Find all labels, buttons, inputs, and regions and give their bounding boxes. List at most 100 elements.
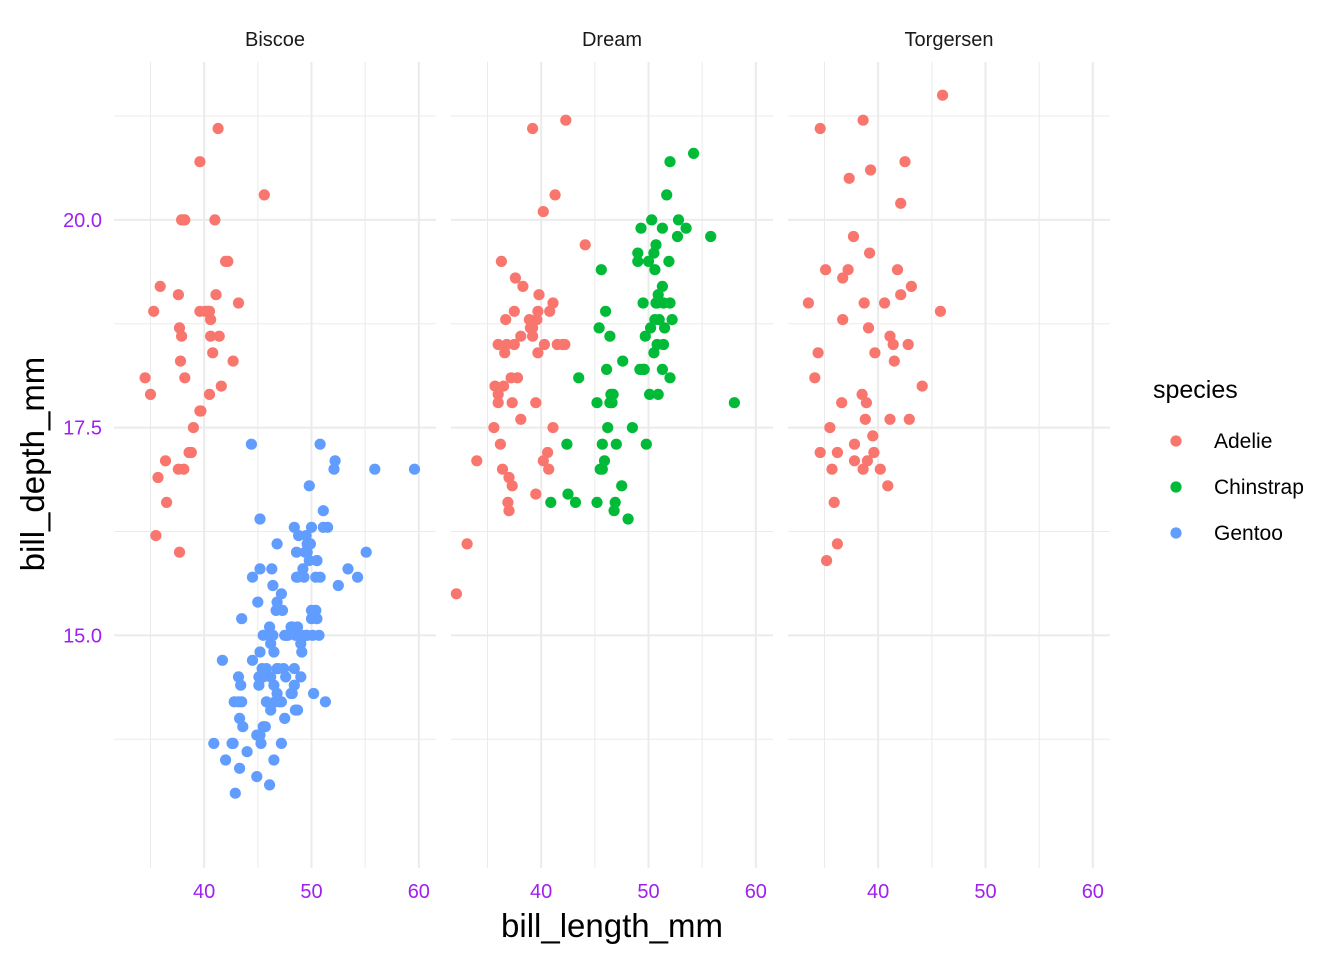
data-point-chinstrap (602, 422, 614, 434)
data-point-chinstrap (607, 388, 619, 400)
x-tick-label: 60 (1082, 881, 1104, 903)
data-point-adelie (859, 413, 871, 425)
data-point-chinstrap (626, 422, 639, 434)
data-point-adelie (488, 422, 500, 434)
data-point-adelie (178, 463, 190, 475)
data-point-gentoo (246, 571, 259, 583)
data-point-chinstrap (644, 388, 656, 400)
data-point-adelie (856, 388, 868, 400)
data-point-adelie (537, 455, 549, 467)
facet-strip-label: Biscoe (245, 29, 305, 51)
data-point-chinstrap (600, 305, 612, 317)
data-point-gentoo (266, 563, 278, 575)
data-point-adelie (836, 397, 848, 409)
data-point-adelie (884, 413, 896, 425)
data-point-gentoo (310, 604, 322, 617)
data-point-adelie (916, 380, 928, 392)
facet-panels: Biscoe 40 50 60 Dream 40 50 60 Torgersen 40 50 60 (114, 29, 1110, 903)
data-point-adelie (848, 455, 861, 467)
legend-item-chinstrap: Chinstrap (1170, 476, 1304, 499)
data-point-adelie (508, 305, 520, 317)
data-point-adelie (802, 297, 815, 309)
data-point-adelie (523, 314, 536, 326)
data-point-adelie (537, 206, 549, 218)
data-point-chinstrap (646, 214, 658, 226)
legend-items: Adelie Chinstrap Gentoo (1170, 430, 1304, 545)
data-point-gentoo (237, 721, 249, 733)
data-point-gentoo (329, 455, 341, 467)
data-point-chinstrap (671, 230, 684, 243)
data-point-chinstrap (632, 255, 644, 267)
legend-key-adelie (1170, 435, 1182, 447)
y-axis: 15.0 17.5 20.0 (63, 210, 102, 647)
legend-item-gentoo: Gentoo (1170, 522, 1283, 545)
data-point-gentoo (290, 546, 303, 558)
data-point-chinstrap (650, 297, 662, 309)
data-point-gentoo (328, 463, 340, 475)
data-point-gentoo (304, 538, 316, 550)
data-point-adelie (461, 538, 473, 550)
data-point-adelie (232, 297, 245, 309)
y-tick-label: 15.0 (63, 625, 102, 647)
data-point-adelie (498, 380, 510, 392)
data-point-chinstrap (688, 147, 700, 159)
data-point-chinstrap (642, 255, 655, 267)
data-point-chinstrap (573, 372, 585, 384)
data-point-adelie (888, 355, 900, 367)
data-point-chinstrap (561, 438, 573, 450)
data-point-gentoo (268, 646, 280, 658)
data-point-adelie (511, 372, 524, 384)
y-tick-label: 20.0 (63, 210, 102, 232)
data-point-gentoo (220, 754, 232, 766)
data-point-gentoo (279, 712, 291, 725)
data-point-gentoo (236, 696, 248, 708)
data-point-adelie (864, 247, 876, 259)
data-point-adelie (150, 530, 162, 542)
data-point-adelie (557, 338, 569, 351)
data-point-adelie (857, 463, 869, 475)
data-point-chinstrap (617, 355, 629, 367)
data-point-adelie (494, 438, 506, 450)
data-point-adelie (179, 214, 191, 226)
data-point-gentoo (408, 463, 421, 475)
data-point-gentoo (275, 696, 287, 708)
data-point-chinstrap (656, 222, 669, 234)
data-point-gentoo (229, 787, 241, 799)
data-point-adelie (174, 355, 187, 367)
data-point-adelie (515, 413, 527, 425)
data-point-adelie (837, 272, 849, 284)
data-point-chinstrap (596, 463, 608, 475)
data-point-adelie (524, 322, 537, 334)
data-point-gentoo (216, 654, 228, 666)
data-point-adelie (495, 255, 507, 267)
data-point-chinstrap (601, 363, 613, 375)
legend-key-gentoo (1170, 527, 1182, 539)
data-point-gentoo (313, 629, 325, 641)
data-point-gentoo (253, 679, 265, 691)
data-point-adelie (139, 372, 151, 384)
data-point-adelie (809, 372, 821, 384)
data-point-adelie (820, 264, 832, 276)
data-point-gentoo (291, 621, 304, 633)
data-point-gentoo (297, 563, 309, 575)
data-point-chinstrap (649, 314, 661, 326)
data-point-adelie (533, 289, 545, 301)
data-point-chinstrap (645, 322, 657, 334)
data-point-chinstrap (622, 513, 634, 525)
data-point-chinstrap (635, 222, 647, 234)
data-point-adelie (258, 189, 270, 201)
data-point-adelie (895, 289, 907, 301)
data-point-chinstrap (664, 372, 676, 384)
data-point-adelie (203, 305, 216, 317)
data-point-adelie (934, 305, 947, 317)
data-point-adelie (213, 330, 225, 342)
data-point-adelie (492, 397, 504, 409)
data-point-adelie (542, 446, 554, 459)
data-point-chinstrap (661, 189, 673, 201)
data-point-adelie (821, 555, 833, 567)
x-tick-label: 40 (530, 881, 552, 903)
data-point-gentoo (254, 729, 266, 741)
legend-label: Chinstrap (1214, 476, 1304, 499)
data-point-chinstrap (591, 496, 603, 508)
